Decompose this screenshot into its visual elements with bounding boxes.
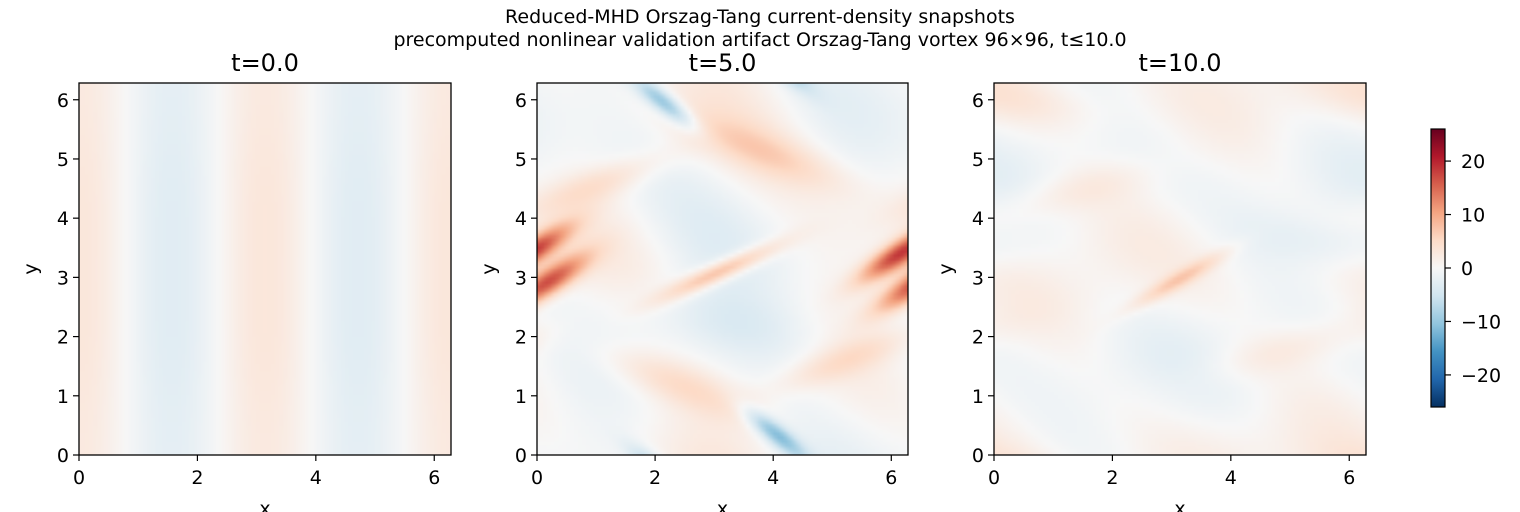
x-tick-label: 4	[767, 467, 779, 489]
colorbar-ticks: 20 10 0 −10 −20	[1445, 151, 1501, 387]
y-tick-label: 6	[515, 90, 527, 112]
y-tick-label: 0	[515, 445, 527, 467]
colorbar-tick-label: −10	[1461, 311, 1501, 333]
y-tick-label: 3	[515, 267, 527, 289]
y-tick-label: 4	[972, 208, 984, 230]
colorbar-tick-label: −20	[1461, 365, 1501, 387]
axes-frame	[993, 82, 1367, 456]
x-tick-label: 0	[531, 467, 543, 489]
x-tick-label: 2	[191, 467, 203, 489]
y-tick-label: 3	[972, 267, 984, 289]
y-tick-label: 1	[57, 386, 69, 408]
y-tick-label: 0	[57, 445, 69, 467]
heatmap-image	[79, 83, 451, 455]
y-tick-label: 2	[972, 327, 984, 349]
y-axis-label: y	[935, 263, 957, 274]
x-tick-label: 2	[1106, 467, 1118, 489]
colorbar-tick-label: 0	[1461, 258, 1473, 280]
axes-frame	[536, 82, 909, 456]
panel-title: t=5.0	[689, 49, 757, 77]
heatmap-panel-1: t=5.0 0 2 4 6 0 1 2 3 4 5 6 x y	[478, 49, 909, 512]
y-tick-label: 4	[57, 208, 69, 230]
y-tick-label: 5	[972, 149, 984, 171]
x-tick-label: 0	[73, 467, 85, 489]
figure-title: Reduced-MHD Orszag-Tang current-density …	[505, 6, 1015, 28]
colorbar-gradient	[1431, 129, 1445, 407]
y-tick-label: 5	[57, 149, 69, 171]
x-tick-label: 6	[1343, 467, 1355, 489]
panel-title: t=10.0	[1139, 49, 1222, 77]
colorbar: 20 10 0 −10 −20	[1430, 128, 1501, 408]
y-tick-label: 1	[972, 386, 984, 408]
y-tick-label: 1	[515, 386, 527, 408]
y-tick-label: 6	[972, 90, 984, 112]
x-axis-label: x	[1174, 498, 1185, 512]
y-tick-label: 4	[515, 208, 527, 230]
x-tick-label: 4	[1225, 467, 1237, 489]
x-axis-label: x	[717, 498, 728, 512]
y-tick-label: 2	[57, 327, 69, 349]
y-tick-label: 5	[515, 149, 527, 171]
y-tick-label: 0	[972, 445, 984, 467]
y-axis-label: y	[20, 263, 42, 274]
x-tick-label: 6	[428, 467, 440, 489]
axes-frame	[78, 82, 452, 456]
panel-title: t=0.0	[231, 49, 299, 77]
y-axis-label: y	[478, 263, 500, 274]
x-axis-label: x	[259, 498, 270, 512]
heatmap-image	[994, 83, 1366, 455]
figure-subtitle: precomputed nonlinear validation artifac…	[393, 29, 1126, 51]
y-tick-label: 6	[57, 90, 69, 112]
heatmap-image	[537, 83, 908, 455]
x-tick-label: 0	[988, 467, 1000, 489]
heatmap-panel-0: t=0.0 0 2 4 6 0 1 2 3 4 5 6 x y	[20, 49, 452, 512]
x-tick-label: 2	[649, 467, 661, 489]
heatmap-panel-2: t=10.0 0 2 4 6 0 1 2 3 4 5 6 x y	[935, 49, 1367, 512]
x-tick-label: 4	[310, 467, 322, 489]
colorbar-tick-label: 10	[1461, 205, 1485, 227]
x-tick-label: 6	[885, 467, 897, 489]
colorbar-tick-label: 20	[1461, 151, 1485, 173]
y-tick-label: 2	[515, 327, 527, 349]
y-tick-label: 3	[57, 267, 69, 289]
